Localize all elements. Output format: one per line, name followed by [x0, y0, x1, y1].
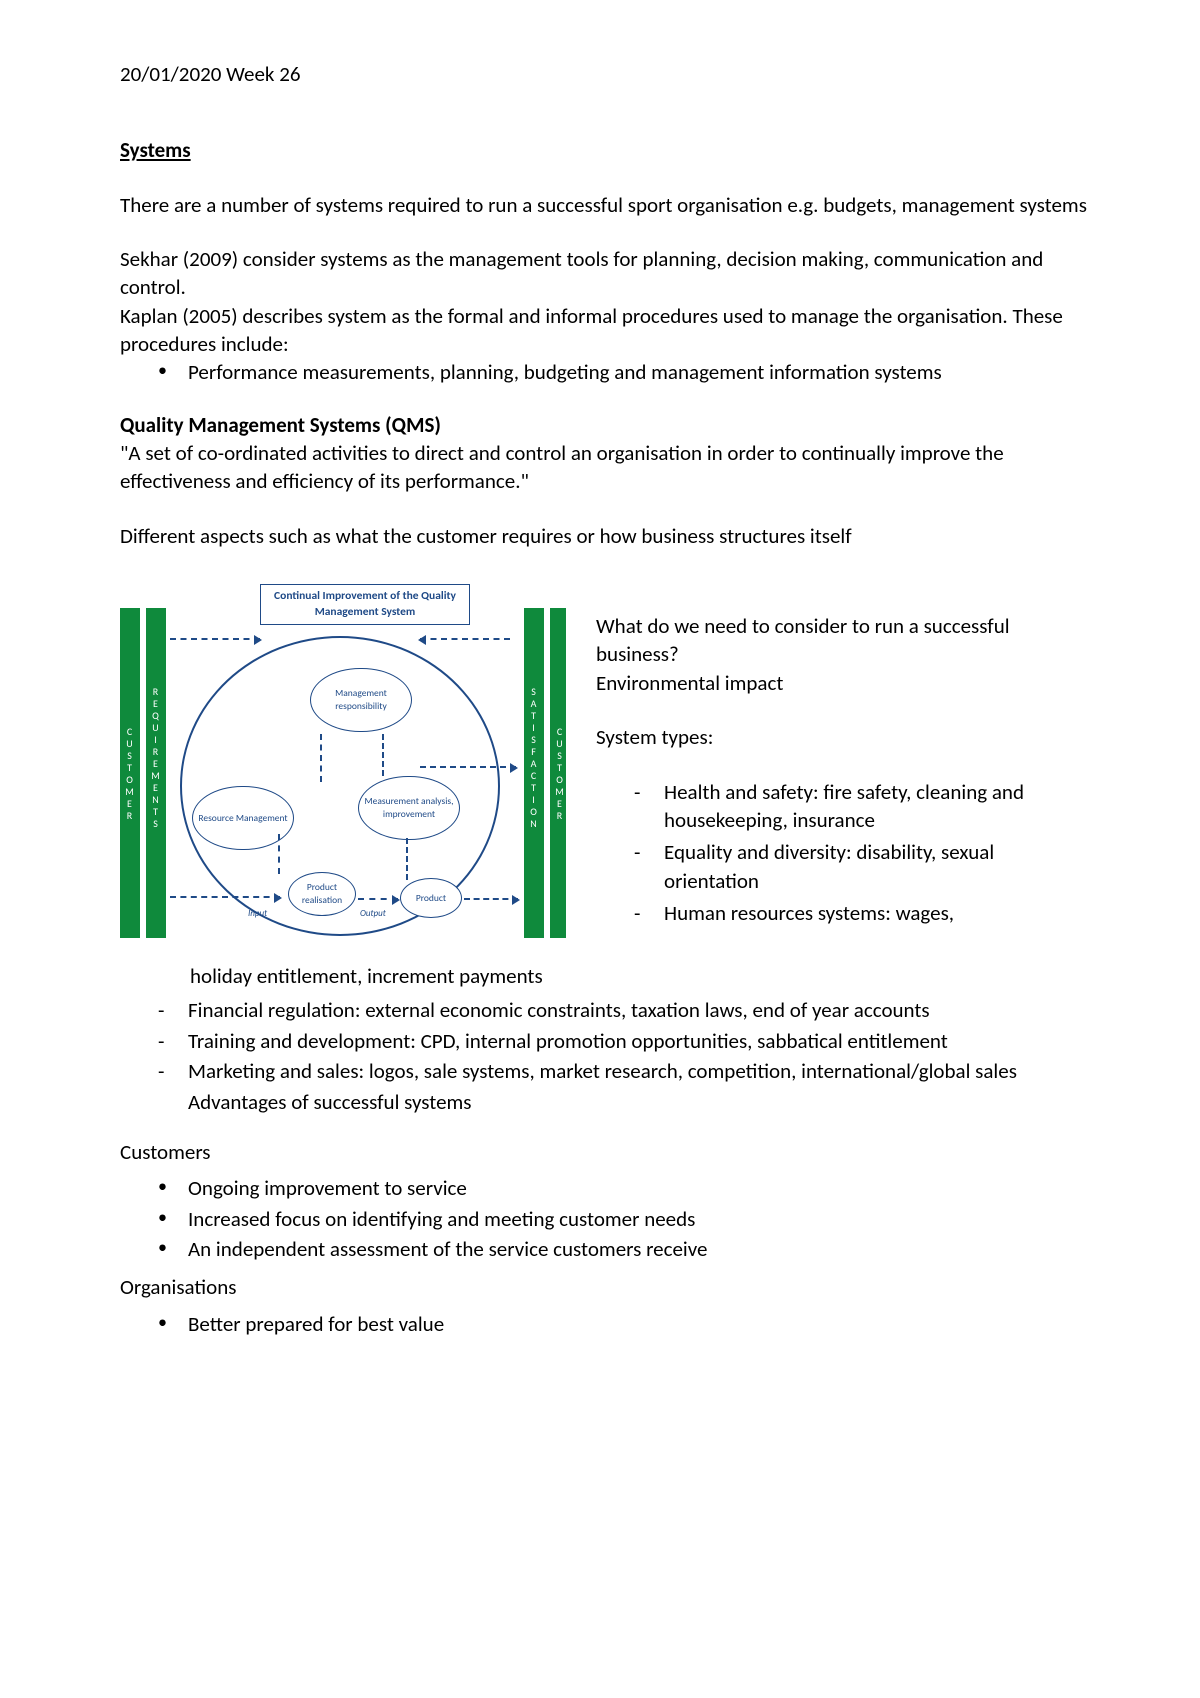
system-types-list: Health and safety: fire safety, cleaning… [596, 778, 1090, 928]
cust-assessment: An independent assessment of the service… [188, 1235, 1090, 1263]
type-financial: Financial regulation: external economic … [188, 996, 1090, 1024]
system-types-cont: Financial regulation: external economic … [120, 996, 1090, 1085]
hr-continuation: holiday entitlement, increment payments [190, 962, 1090, 990]
system-types-heading: System types: [596, 723, 1090, 751]
type-training: Training and development: CPD, internal … [188, 1027, 1090, 1055]
node-measure: Measurement analysis, improvement [358, 776, 460, 840]
para-kaplan: Kaplan (2005) describes system as the fo… [120, 302, 1090, 359]
type-hr: Human resources systems: wages, [664, 899, 1090, 927]
page-date: 20/01/2020 Week 26 [120, 60, 1090, 88]
qms-quote: "A set of co-ordinated activities to dir… [120, 439, 1090, 496]
customers-list: Ongoing improvement to service Increased… [120, 1174, 1090, 1263]
section-title-systems: Systems [120, 136, 1090, 164]
side-question: What do we need to consider to run a suc… [596, 612, 1090, 669]
type-equality: Equality and diversity: disability, sexu… [664, 838, 1090, 895]
para-sekhar: Sekhar (2009) consider systems as the ma… [120, 245, 1090, 302]
kaplan-bullets: Performance measurements, planning, budg… [120, 358, 1090, 386]
qms-heading: Quality Management Systems (QMS) [120, 411, 1090, 439]
type-health-safety: Health and safety: fire safety, cleaning… [664, 778, 1090, 835]
io-input: Input [248, 908, 267, 920]
bullet-perf-meas: Performance measurements, planning, budg… [188, 358, 1090, 386]
io-output: Output [360, 908, 386, 920]
node-product: Product realisation [288, 872, 356, 916]
node-mgmt: Management responsibility [310, 668, 412, 732]
type-marketing: Marketing and sales: logos, sale systems… [188, 1057, 1090, 1085]
qms-aspects: Different aspects such as what the custo… [120, 522, 1090, 550]
cust-focus: Increased focus on identifying and meeti… [188, 1205, 1090, 1233]
organisations-heading: Organisations [120, 1273, 1090, 1301]
side-env: Environmental impact [596, 669, 1090, 697]
para-systems-intro: There are a number of systems required t… [120, 191, 1090, 219]
organisations-list: Better prepared for best value [120, 1310, 1090, 1338]
cust-ongoing: Ongoing improvement to service [188, 1174, 1090, 1202]
customers-heading: Customers [120, 1138, 1090, 1166]
org-best-value: Better prepared for best value [188, 1310, 1090, 1338]
advantages-line: Advantages of successful systems [120, 1088, 1090, 1116]
node-product-out: Product [400, 878, 462, 918]
qms-diagram: CUSTOMER REQUIREMENTS SATISFACTION CUSTO… [120, 576, 560, 956]
diagram-title: Continual Improvement of the Quality Man… [260, 584, 470, 625]
